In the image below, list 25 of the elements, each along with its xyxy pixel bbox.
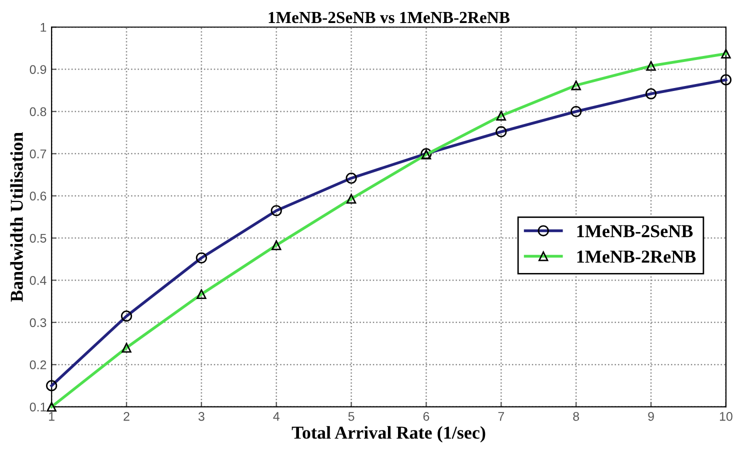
y-tick-label: 0.3 xyxy=(30,318,46,328)
y-tick-label: 0.7 xyxy=(30,149,46,158)
x-tick-label: 5 xyxy=(348,412,354,421)
y-tick-label: 0.4 xyxy=(30,276,46,285)
y-tick-label: 0.8 xyxy=(30,107,46,116)
x-tick-label: 10 xyxy=(720,412,732,421)
x-tick-label: 3 xyxy=(198,412,204,421)
x-tick-label: 8 xyxy=(573,412,580,421)
legend-label: 1MeNB-2ReNB xyxy=(577,250,696,263)
y-tick-label: 0.5 xyxy=(30,234,46,243)
y-tick-label: 0.1 xyxy=(30,402,46,412)
y-tick-label: 1 xyxy=(40,23,46,32)
y-tick-label: 0.6 xyxy=(30,192,46,201)
y-axis-title: Bandwidth Utilisation xyxy=(10,132,23,302)
x-axis-title: Total Arrival Rate (1/sec) xyxy=(292,426,486,442)
x-tick-label: 4 xyxy=(273,412,280,421)
y-tick-label: 0.2 xyxy=(30,360,46,370)
x-tick-label: 2 xyxy=(124,412,130,421)
x-tick-label: 9 xyxy=(648,412,654,421)
y-tick-label: 0.9 xyxy=(30,65,46,74)
legend-label: 1MeNB-2SeNB xyxy=(577,225,693,238)
chart-title: 1MeNB-2SeNB vs 1MeNB-2ReNB xyxy=(268,12,510,24)
x-tick-label: 1 xyxy=(49,412,54,421)
x-tick-label: 6 xyxy=(423,412,430,421)
x-tick-label: 7 xyxy=(498,412,504,421)
